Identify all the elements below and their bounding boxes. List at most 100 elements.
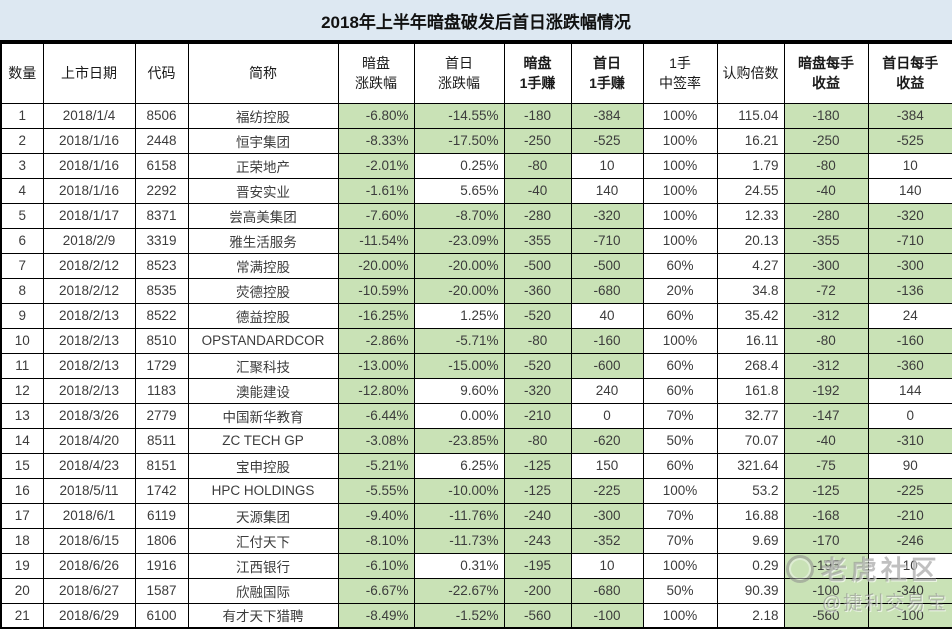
cell-sub-multiple: 161.8 — [716, 377, 785, 404]
table-row: 19 2018/6/26 1916 江西银行 -6.10% 0.31% -195 10 100%… — [0, 552, 952, 579]
cell-day1-per-lot: -136 — [867, 277, 952, 304]
cell-day1-lot-gain: 240 — [570, 377, 644, 404]
cell-day1-per-lot: 0 — [867, 402, 952, 429]
cell-day1-per-lot: 90 — [867, 452, 952, 479]
cell-win-rate: 100% — [642, 552, 718, 579]
cell-list-date: 2018/2/9 — [42, 227, 136, 254]
cell-dark-pct: -6.67% — [337, 577, 415, 604]
cell-num: 3 — [0, 152, 44, 179]
cell-day1-pct: -23.85% — [413, 427, 505, 454]
cell-list-date: 2018/2/12 — [42, 277, 136, 304]
col-header-list-date: 上市日期 — [42, 42, 136, 104]
cell-day1-lot-gain: -320 — [570, 202, 644, 229]
table-row: 11 2018/2/13 1729 汇聚科技 -13.00% -15.00% -520 -60… — [0, 352, 952, 379]
cell-dark-per-lot: -40 — [783, 427, 869, 454]
cell-sub-multiple: 16.88 — [716, 502, 785, 529]
table-row: 16 2018/5/11 1742 HPC HOLDINGS -5.55% -10.00%… — [0, 477, 952, 504]
table-row: 18 2018/6/15 1806 汇付天下 -8.10% -11.73% -243 -352… — [0, 527, 952, 554]
cell-list-date: 2018/2/13 — [42, 352, 136, 379]
cell-num: 12 — [0, 377, 44, 404]
cell-sub-multiple: 268.4 — [716, 352, 785, 379]
col-header-day1-per-lot: 首日每手 收益 — [867, 42, 952, 104]
cell-list-date: 2018/1/16 — [42, 177, 136, 204]
cell-win-rate: 70% — [642, 502, 718, 529]
cell-day1-pct: 0.25% — [413, 152, 505, 179]
cell-day1-pct: -23.09% — [413, 227, 505, 254]
cell-dark-pct: -20.00% — [337, 252, 415, 279]
cell-dark-pct: -12.80% — [337, 377, 415, 404]
cell-day1-lot-gain: -160 — [570, 327, 644, 354]
table-row: 10 2018/2/13 8510 OPSTANDARDCOR -2.86% -5.71%… — [0, 327, 952, 354]
cell-day1-lot-gain: 40 — [570, 302, 644, 329]
cell-dark-pct: -13.00% — [337, 352, 415, 379]
cell-dark-pct: -6.44% — [337, 402, 415, 429]
table-row: 20 2018/6/27 1587 欣融国际 -6.67% -22.67% -200 -680… — [0, 577, 952, 604]
cell-sub-multiple: 115.04 — [716, 102, 785, 129]
cell-day1-per-lot: -246 — [867, 527, 952, 554]
cell-win-rate: 100% — [642, 602, 718, 629]
cell-code: 1742 — [134, 477, 189, 504]
cell-dark-pct: -11.54% — [337, 227, 415, 254]
cell-dark-lot-gain: -195 — [503, 552, 572, 579]
cell-dark-per-lot: -100 — [783, 577, 869, 604]
cell-win-rate: 60% — [642, 302, 718, 329]
cell-list-date: 2018/1/17 — [42, 202, 136, 229]
cell-code: 8523 — [134, 252, 189, 279]
cell-dark-per-lot: -75 — [783, 452, 869, 479]
cell-code: 2292 — [134, 177, 189, 204]
cell-code: 6158 — [134, 152, 189, 179]
table-row: 13 2018/3/26 2779 中国新华教育 -6.44% 0.00% -210 0 70%… — [0, 402, 952, 429]
cell-day1-per-lot: 10 — [867, 552, 952, 579]
cell-win-rate: 100% — [642, 202, 718, 229]
cell-sub-multiple: 2.18 — [716, 602, 785, 629]
col-header-day1-lot-gain: 首日 1手赚 — [570, 42, 644, 104]
table-body: 1 2018/1/4 8506 福纺控股 -6.80% -14.55% -180 -384 10… — [0, 102, 952, 629]
cell-dark-pct: -10.59% — [337, 277, 415, 304]
cell-dark-per-lot: -40 — [783, 177, 869, 204]
cell-dark-lot-gain: -125 — [503, 452, 572, 479]
cell-code: 2779 — [134, 402, 189, 429]
cell-code: 2448 — [134, 127, 189, 154]
cell-num: 10 — [0, 327, 44, 354]
cell-dark-pct: -1.61% — [337, 177, 415, 204]
col-header-code: 代码 — [134, 42, 189, 104]
cell-day1-pct: 0.31% — [413, 552, 505, 579]
cell-dark-lot-gain: -560 — [503, 602, 572, 629]
cell-dark-lot-gain: -80 — [503, 327, 572, 354]
table-row: 12 2018/2/13 1183 澳能建设 -12.80% 9.60% -320 240 60… — [0, 377, 952, 404]
cell-win-rate: 100% — [642, 327, 718, 354]
cell-dark-lot-gain: -125 — [503, 477, 572, 504]
table-row: 17 2018/6/1 6119 天源集团 -9.40% -11.76% -240 -300 7… — [0, 502, 952, 529]
cell-num: 13 — [0, 402, 44, 429]
cell-day1-lot-gain: -384 — [570, 102, 644, 129]
cell-win-rate: 100% — [642, 102, 718, 129]
cell-dark-lot-gain: -80 — [503, 152, 572, 179]
cell-code: 1729 — [134, 352, 189, 379]
table-row: 1 2018/1/4 8506 福纺控股 -6.80% -14.55% -180 -384 10… — [0, 102, 952, 129]
cell-day1-lot-gain: -600 — [570, 352, 644, 379]
cell-code: 8510 — [134, 327, 189, 354]
cell-code: 8511 — [134, 427, 189, 454]
cell-num: 11 — [0, 352, 44, 379]
cell-day1-pct: -15.00% — [413, 352, 505, 379]
cell-dark-pct: -5.55% — [337, 477, 415, 504]
cell-win-rate: 100% — [642, 127, 718, 154]
cell-dark-lot-gain: -250 — [503, 127, 572, 154]
cell-day1-lot-gain: -100 — [570, 602, 644, 629]
ipo-table: 数量 上市日期 代码 简称 暗盘 涨跌幅 首日 涨跌幅 暗盘 1手赚 首日 1手赚 1手 中签率 认购倍数暗… — [0, 42, 952, 629]
cell-day1-pct: 1.25% — [413, 302, 505, 329]
cell-sub-multiple: 1.79 — [716, 152, 785, 179]
cell-day1-pct: -11.76% — [413, 502, 505, 529]
cell-sub-multiple: 24.55 — [716, 177, 785, 204]
cell-code: 8506 — [134, 102, 189, 129]
cell-name: 中国新华教育 — [187, 402, 339, 429]
cell-num: 17 — [0, 502, 44, 529]
cell-day1-per-lot: 144 — [867, 377, 952, 404]
cell-sub-multiple: 20.13 — [716, 227, 785, 254]
cell-name: 常满控股 — [187, 252, 339, 279]
table-row: 5 2018/1/17 8371 尝高美集团 -7.60% -8.70% -280 -320 1… — [0, 202, 952, 229]
table-header: 数量 上市日期 代码 简称 暗盘 涨跌幅 首日 涨跌幅 暗盘 1手赚 首日 1手赚 1手 中签率 认购倍数暗… — [0, 42, 952, 104]
cell-list-date: 2018/1/4 — [42, 102, 136, 129]
cell-sub-multiple: 70.07 — [716, 427, 785, 454]
cell-day1-lot-gain: 10 — [570, 152, 644, 179]
